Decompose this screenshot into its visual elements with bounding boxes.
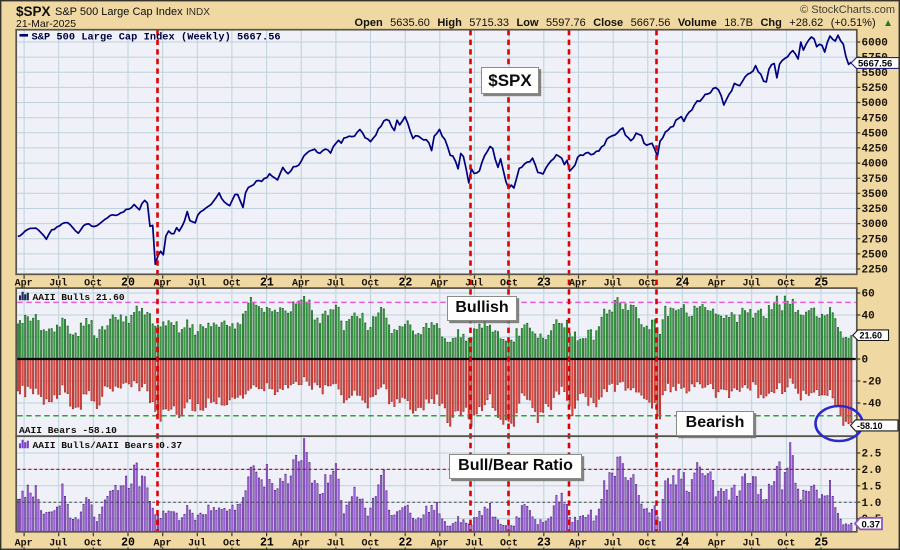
svg-text:4750: 4750 — [862, 113, 888, 125]
svg-text:Apr: Apr — [708, 278, 726, 289]
svg-text:Oct: Oct — [223, 538, 241, 549]
svg-text:23: 23 — [537, 536, 551, 549]
svg-text:AAII Bulls/AAII Bears 0.37: AAII Bulls/AAII Bears 0.37 — [33, 440, 183, 451]
svg-text:5667.56: 5667.56 — [858, 59, 892, 70]
svg-text:Oct: Oct — [223, 278, 241, 289]
svg-text:23: 23 — [537, 276, 551, 289]
svg-text:1.0: 1.0 — [862, 498, 882, 510]
svg-text:40: 40 — [862, 311, 875, 323]
svg-text:-40: -40 — [862, 399, 882, 411]
svg-text:2500: 2500 — [862, 250, 888, 262]
svg-text:Jul: Jul — [465, 537, 483, 549]
svg-text:4250: 4250 — [862, 144, 888, 156]
svg-text:Jul: Jul — [604, 277, 622, 289]
svg-text:Oct: Oct — [638, 538, 656, 549]
svg-text:Apr: Apr — [569, 278, 587, 289]
svg-text:Jul: Jul — [604, 537, 622, 549]
svg-text:0: 0 — [862, 355, 869, 367]
svg-text:Apr: Apr — [708, 538, 726, 549]
svg-text:Jul: Jul — [742, 537, 760, 549]
svg-text:Jul: Jul — [465, 277, 483, 289]
svg-text:Apr: Apr — [569, 538, 587, 549]
svg-text:Oct: Oct — [84, 278, 102, 289]
svg-text:Jul: Jul — [188, 277, 206, 289]
svg-text:24: 24 — [675, 276, 689, 289]
svg-text:Jul: Jul — [327, 277, 345, 289]
svg-text:Oct: Oct — [361, 538, 379, 549]
svg-text:3000: 3000 — [862, 219, 888, 231]
svg-text:2.0: 2.0 — [862, 465, 882, 477]
svg-text:24: 24 — [675, 536, 689, 549]
svg-text:-20: -20 — [862, 377, 882, 389]
svg-text:AAII Bears -58.10: AAII Bears -58.10 — [19, 425, 117, 436]
svg-text:22: 22 — [398, 276, 412, 289]
svg-text:21.60: 21.60 — [860, 331, 883, 341]
svg-text:4500: 4500 — [862, 128, 888, 140]
svg-text:1.5: 1.5 — [862, 481, 882, 493]
svg-text:4000: 4000 — [862, 159, 888, 171]
svg-text:Apr: Apr — [153, 538, 171, 549]
svg-text:Jul: Jul — [49, 537, 67, 549]
svg-text:Apr: Apr — [153, 278, 171, 289]
svg-text:Jul: Jul — [188, 537, 206, 549]
svg-text:Apr: Apr — [15, 538, 33, 549]
svg-text:3250: 3250 — [862, 204, 888, 216]
svg-text:25: 25 — [814, 276, 828, 289]
svg-text:AAII Bulls 21.60: AAII Bulls 21.60 — [33, 292, 125, 303]
svg-text:0.37: 0.37 — [862, 519, 881, 530]
svg-text:Oct: Oct — [361, 278, 379, 289]
svg-text:Oct: Oct — [500, 538, 518, 549]
svg-text:2750: 2750 — [862, 234, 888, 246]
svg-text:S&P 500 Large Cap Index (Weekl: S&P 500 Large Cap Index (Weekly) 5667.56 — [32, 31, 281, 43]
svg-text:Oct: Oct — [777, 278, 795, 289]
svg-text:21: 21 — [260, 536, 274, 549]
svg-text:Oct: Oct — [500, 278, 518, 289]
svg-text:Apr: Apr — [292, 278, 310, 289]
svg-text:Jul: Jul — [49, 277, 67, 289]
svg-text:Apr: Apr — [430, 278, 448, 289]
svg-text:2250: 2250 — [862, 265, 888, 277]
svg-text:Apr: Apr — [292, 538, 310, 549]
svg-text:25: 25 — [814, 536, 828, 549]
svg-text:Jul: Jul — [742, 277, 760, 289]
svg-text:21: 21 — [260, 276, 274, 289]
svg-text:3750: 3750 — [862, 174, 888, 186]
svg-text:5500: 5500 — [862, 68, 888, 80]
svg-text:20: 20 — [121, 276, 135, 289]
svg-text:2.5: 2.5 — [862, 449, 882, 461]
svg-text:-58.10: -58.10 — [857, 421, 883, 431]
svg-text:6000: 6000 — [862, 38, 888, 50]
svg-text:Apr: Apr — [15, 278, 33, 289]
svg-text:5250: 5250 — [862, 83, 888, 95]
svg-text:5000: 5000 — [862, 98, 888, 110]
svg-text:20: 20 — [121, 536, 135, 549]
svg-text:22: 22 — [398, 536, 412, 549]
svg-text:Apr: Apr — [430, 538, 448, 549]
svg-text:Oct: Oct — [777, 538, 795, 549]
svg-text:Oct: Oct — [638, 278, 656, 289]
svg-text:Jul: Jul — [327, 537, 345, 549]
svg-text:60: 60 — [862, 289, 875, 301]
svg-text:3500: 3500 — [862, 189, 888, 201]
svg-text:Oct: Oct — [84, 538, 102, 549]
